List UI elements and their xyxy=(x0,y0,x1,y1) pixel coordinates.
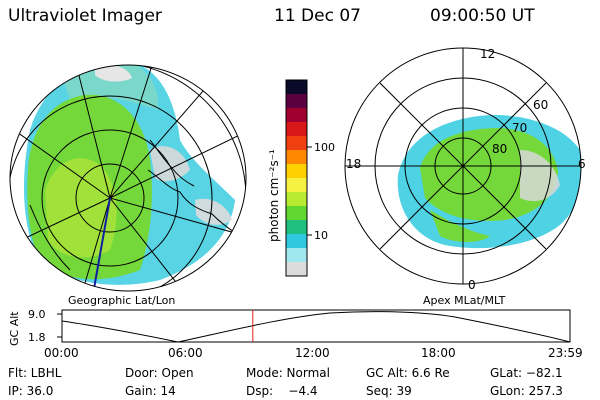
colorbar-unit-label: photon cm⁻²s⁻¹ xyxy=(267,149,281,242)
colorbar-step xyxy=(286,164,307,179)
colorbar-step xyxy=(286,248,307,263)
colorbar: 100 10 photon cm⁻²s⁻¹ xyxy=(267,79,335,277)
status-door: Door: Open xyxy=(125,366,194,380)
status-ip: IP: 36.0 xyxy=(8,384,54,398)
altitude-xtick-0600: 06:00 xyxy=(168,346,203,360)
altitude-xtick-1200: 12:00 xyxy=(295,346,330,360)
colorbar-step xyxy=(286,192,307,207)
altitude-xtick-0000: 00:00 xyxy=(44,346,79,360)
altitude-xtick-2359: 23:59 xyxy=(548,346,583,360)
altitude-plot xyxy=(57,309,571,343)
altitude-ytick-1-8: 1.8 xyxy=(28,331,46,344)
colorbar-tick-100: 100 xyxy=(314,141,335,154)
mlat-label-80: 80 xyxy=(492,142,507,156)
mlt-label-0: 0 xyxy=(468,278,476,292)
colorbar-step xyxy=(286,136,307,151)
mlt-label-12: 12 xyxy=(480,47,495,61)
status-dsp: Dsp: −4.4 xyxy=(246,384,318,398)
colorbar-step xyxy=(286,94,307,109)
mlat-label-70: 70 xyxy=(512,121,527,135)
colorbar-step xyxy=(286,80,307,95)
colorbar-step xyxy=(286,234,307,249)
status-seq: Seq: 39 xyxy=(366,384,412,398)
altitude-ylabel: GC Alt xyxy=(8,311,21,346)
time-label: 09:00:50 UT xyxy=(430,6,535,26)
status-flt: Flt: LBHL xyxy=(8,366,62,380)
date-label: 11 Dec 07 xyxy=(274,6,361,26)
colorbar-step xyxy=(286,178,307,193)
colorbar-tick-10: 10 xyxy=(314,229,328,242)
geographic-map xyxy=(9,64,247,292)
colorbar-step xyxy=(286,108,307,123)
colorbar-step xyxy=(286,206,307,221)
colorbar-step xyxy=(286,150,307,165)
right-map-label: Apex MLat/MLT xyxy=(423,294,506,307)
apex-polar-map: 12 18 6 0 60 70 80 xyxy=(344,47,586,292)
left-map-label: Geographic Lat/Lon xyxy=(68,294,176,307)
status-mode: Mode: Normal xyxy=(246,366,330,380)
colorbar-step xyxy=(286,262,307,277)
status-gain: Gain: 14 xyxy=(125,384,176,398)
altitude-xtick-1800: 18:00 xyxy=(421,346,456,360)
mlt-label-18: 18 xyxy=(346,157,361,171)
status-glon: GLon: 257.3 xyxy=(490,384,563,398)
colorbar-step xyxy=(286,220,307,235)
altitude-ytick-9: 9.0 xyxy=(28,308,46,321)
status-glat: GLat: −82.1 xyxy=(490,366,563,380)
status-gc-alt: GC Alt: 6.6 Re xyxy=(366,366,450,380)
mlat-label-60: 60 xyxy=(533,98,548,112)
colorbar-step xyxy=(286,122,307,137)
mlt-label-6: 6 xyxy=(578,157,586,171)
instrument-title: Ultraviolet Imager xyxy=(8,6,162,26)
